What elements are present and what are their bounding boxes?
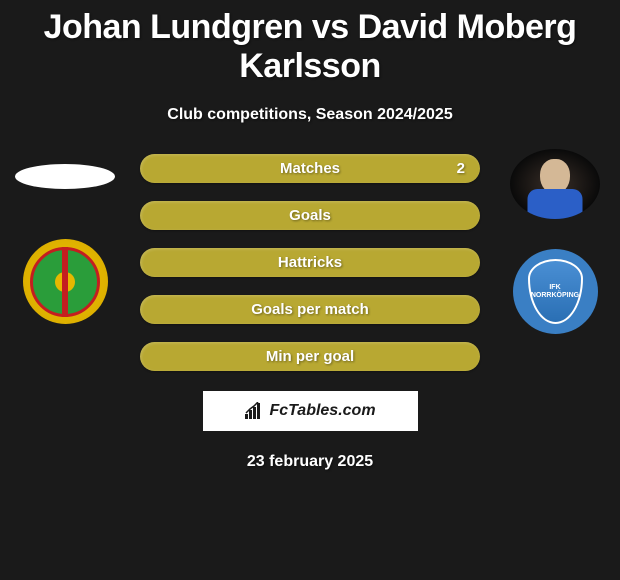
stat-label: Hattricks [278, 254, 342, 271]
watermark-text: FcTables.com [269, 402, 375, 420]
bar-chart-icon [244, 402, 264, 420]
stats-column: Matches 2 Goals Hattricks Goals per matc… [140, 154, 480, 371]
club-logo-left-emblem [30, 247, 100, 317]
club-logo-right: IFK NORRKÖPING [513, 249, 598, 334]
club-logo-left [23, 239, 108, 324]
watermark: FcTables.com [203, 391, 418, 431]
stat-row-min-per-goal: Min per goal [140, 342, 480, 371]
left-player-column [10, 154, 120, 324]
stat-label: Min per goal [266, 348, 354, 365]
stat-value-right: 2 [457, 160, 465, 177]
stat-label: Goals per match [251, 301, 369, 318]
page-subtitle: Club competitions, Season 2024/2025 [0, 106, 620, 124]
player-left-photo [15, 164, 115, 189]
stat-row-goals: Goals [140, 201, 480, 230]
stat-label: Goals [289, 207, 331, 224]
stat-row-hattricks: Hattricks [140, 248, 480, 277]
stat-row-goals-per-match: Goals per match [140, 295, 480, 324]
stat-label: Matches [280, 160, 340, 177]
right-player-column: IFK NORRKÖPING [500, 154, 610, 334]
club-logo-right-shield: IFK NORRKÖPING [528, 259, 583, 324]
page-title: Johan Lundgren vs David Moberg Karlsson [0, 0, 620, 86]
comparison-area: Matches 2 Goals Hattricks Goals per matc… [0, 154, 620, 371]
player-right-photo [510, 149, 600, 219]
footer-date: 23 february 2025 [0, 453, 620, 471]
stat-row-matches: Matches 2 [140, 154, 480, 183]
